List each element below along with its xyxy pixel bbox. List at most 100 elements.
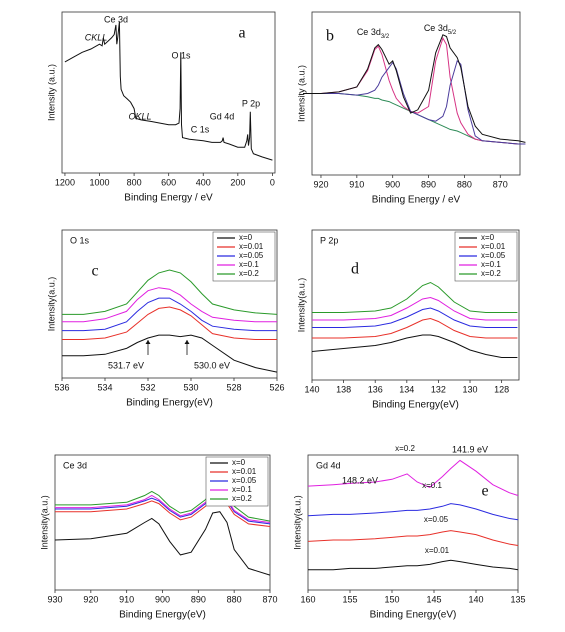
x-tick-label: 130 [462, 384, 477, 394]
series-line [311, 334, 518, 358]
x-tick-label: 136 [368, 384, 383, 394]
x-tick-label: 530 [183, 382, 198, 392]
x-tick-label: 920 [313, 179, 328, 189]
x-tick-label: 400 [196, 177, 211, 187]
x-tick-label: 132 [431, 384, 446, 394]
annotation-text: Ce 3d [357, 27, 381, 37]
annotation: OKLL [128, 111, 151, 121]
x-tick-label: 600 [161, 177, 176, 187]
legend-label: x=0.01 [481, 242, 506, 251]
x-axis-label: Binding Energy(eV) [126, 398, 213, 409]
panel: 536 534 532 530 528 526 Binding Energy(eV) Inte… [46, 229, 285, 409]
x-tick-label: 920 [83, 594, 98, 604]
x-tick-label: 160 [300, 594, 315, 604]
x-tick-label: 200 [230, 177, 245, 187]
series-line [312, 317, 518, 339]
panel: 160 155 150 145 140 135 Binding Energy(eV) Inte… [292, 444, 525, 621]
x-tick-label: 135 [510, 594, 525, 604]
arrow-head [145, 340, 151, 344]
panel: 930 920 910 900 890 880 870 Binding Energy(eV) I… [39, 454, 278, 621]
series-line [303, 36, 526, 145]
series-line [62, 269, 278, 315]
series-line [307, 530, 519, 546]
series-label: x=0.2 [395, 444, 415, 453]
x-axis-label: Binding Energy(eV) [370, 610, 457, 621]
x-tick-label: 900 [385, 179, 400, 189]
x-axis-label: Binding Energy / eV [124, 193, 213, 204]
legend-label: x=0.2 [481, 269, 501, 278]
y-axis-label: Intensity (a.u.) [46, 64, 56, 121]
series-line [308, 559, 519, 571]
x-tick-label: 534 [97, 382, 112, 392]
legend-label: x=0.05 [232, 476, 257, 485]
annotation: d [351, 261, 359, 278]
x-tick-label: 536 [54, 382, 69, 392]
x-axis-label: Binding Energy(eV) [372, 400, 459, 411]
x-tick-label: 870 [493, 179, 508, 189]
annotation: 141.9 eV [452, 444, 488, 454]
x-tick-label: 910 [349, 179, 364, 189]
series-label: x=0.01 [425, 546, 450, 555]
plot-frame [307, 454, 519, 591]
legend-label: x=0.01 [232, 467, 257, 476]
panel: 1200 1000 800 600 400 200 0 Binding Energy / eV… [46, 11, 276, 204]
annotation: e [481, 483, 488, 500]
legend-label: x=0.01 [239, 242, 264, 251]
panel-title: Ce 3d [63, 460, 87, 470]
x-axis-label: Binding Energy(eV) [119, 610, 206, 621]
series-line [62, 297, 277, 332]
annotation: CKLL [85, 32, 108, 42]
legend-label: x=0 [232, 458, 246, 467]
x-tick-label: 140 [468, 594, 483, 604]
x-tick-label: 155 [342, 594, 357, 604]
annotation: c [91, 263, 98, 280]
annotation-text: Ce 3d [424, 23, 448, 33]
annotation: Ce 3d5/2 [424, 23, 457, 35]
x-tick-label: 870 [262, 594, 277, 604]
x-tick-label: 890 [421, 179, 436, 189]
annotation: 531.7 eV [108, 360, 144, 370]
series-line [312, 296, 518, 321]
y-axis-label: Intensity(a.u.) [39, 495, 49, 550]
annotation: 148.2 eV [342, 475, 378, 485]
x-tick-label: 138 [336, 384, 351, 394]
series-line [55, 497, 271, 527]
y-axis-label: Intensity (a.u.) [296, 65, 306, 122]
series-label: x=0.05 [424, 515, 449, 524]
x-tick-label: 880 [457, 179, 472, 189]
annotation: a [238, 25, 245, 42]
plot-frame [311, 229, 520, 381]
panel: 140 138 136 134 132 130 128 Binding Energy(eV) I… [296, 229, 520, 411]
arrow-head [184, 340, 190, 344]
annotation: Ce 3d3/2 [357, 27, 390, 39]
x-tick-label: 526 [269, 382, 284, 392]
x-tick-label: 890 [191, 594, 206, 604]
y-axis-label: Intensity(a.u.) [292, 495, 302, 550]
annotation: b [326, 28, 334, 45]
series-line [312, 281, 518, 313]
series-line [303, 59, 526, 145]
legend-label: x=0 [481, 233, 495, 242]
legend-label: x=0.1 [481, 260, 501, 269]
x-tick-label: 1000 [90, 177, 110, 187]
annotation: Ce 3d [104, 14, 128, 24]
annotation: Gd 4d [210, 111, 235, 121]
legend-label: x=0.2 [239, 269, 259, 278]
series-line [62, 334, 278, 373]
legend-label: x=0.1 [239, 260, 259, 269]
series-line [312, 307, 518, 328]
annotation-subscript: 3/2 [381, 34, 390, 40]
annotation-subscript: 5/2 [448, 30, 457, 36]
annotation: C 1s [191, 124, 210, 134]
legend-label: x=0.05 [239, 251, 264, 260]
annotation: O 1s [171, 50, 191, 60]
x-tick-label: 930 [47, 594, 62, 604]
x-tick-label: 900 [155, 594, 170, 604]
x-tick-label: 880 [227, 594, 242, 604]
panel-title: P 2p [320, 235, 338, 245]
annotation: 530.0 eV [194, 360, 230, 370]
series-line [303, 34, 526, 143]
y-axis-label: Intensity(a.u.) [46, 277, 56, 332]
series-label: x=0.1 [422, 481, 442, 490]
